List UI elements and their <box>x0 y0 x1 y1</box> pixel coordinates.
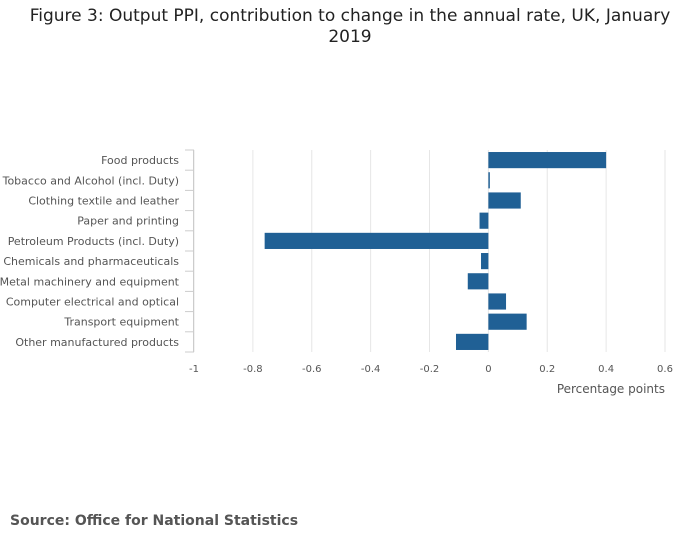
x-tick-label: 0.4 <box>598 364 614 375</box>
x-tick-label: -0.8 <box>243 364 263 375</box>
category-label: Clothing textile and leather <box>28 195 179 208</box>
category-label: Petroleum Products (incl. Duty) <box>8 235 179 248</box>
bar-10 <box>455 333 489 350</box>
x-tick-label: 0.2 <box>539 364 555 375</box>
chart-title: Figure 3: Output PPI, contribution to ch… <box>29 6 671 47</box>
category-label: Chemicals and pharmaceuticals <box>3 255 179 268</box>
bar-7 <box>467 273 489 290</box>
category-label: Paper and printing <box>77 215 179 228</box>
category-label: Tobacco and Alcohol (incl. Duty) <box>2 174 179 187</box>
category-label: Computer electrical and optical <box>6 296 179 309</box>
x-tick-label: -0.4 <box>361 364 381 375</box>
bar-8 <box>488 293 507 310</box>
x-tick-label: -0.6 <box>302 364 322 375</box>
x-tick-label: 0.6 <box>657 364 673 375</box>
bar-3 <box>488 192 521 209</box>
source-note: Source: Office for National Statistics <box>10 513 299 529</box>
x-tick-label: 0 <box>485 364 491 375</box>
category-label: Other manufactured products <box>15 336 179 349</box>
category-label: Transport equipment <box>63 316 179 329</box>
bar-9 <box>488 313 527 330</box>
category-label: Food products <box>101 154 179 167</box>
x-axis-title: Percentage points <box>557 382 665 396</box>
x-tick-label: -1 <box>189 364 199 375</box>
bar-1 <box>488 152 607 169</box>
bar-5 <box>264 232 489 249</box>
bar-6 <box>481 253 489 270</box>
bar-2 <box>488 172 490 189</box>
category-label: Metal machinery and equipment <box>0 275 180 288</box>
x-tick-label: -0.2 <box>420 364 440 375</box>
bar-4 <box>479 212 489 229</box>
